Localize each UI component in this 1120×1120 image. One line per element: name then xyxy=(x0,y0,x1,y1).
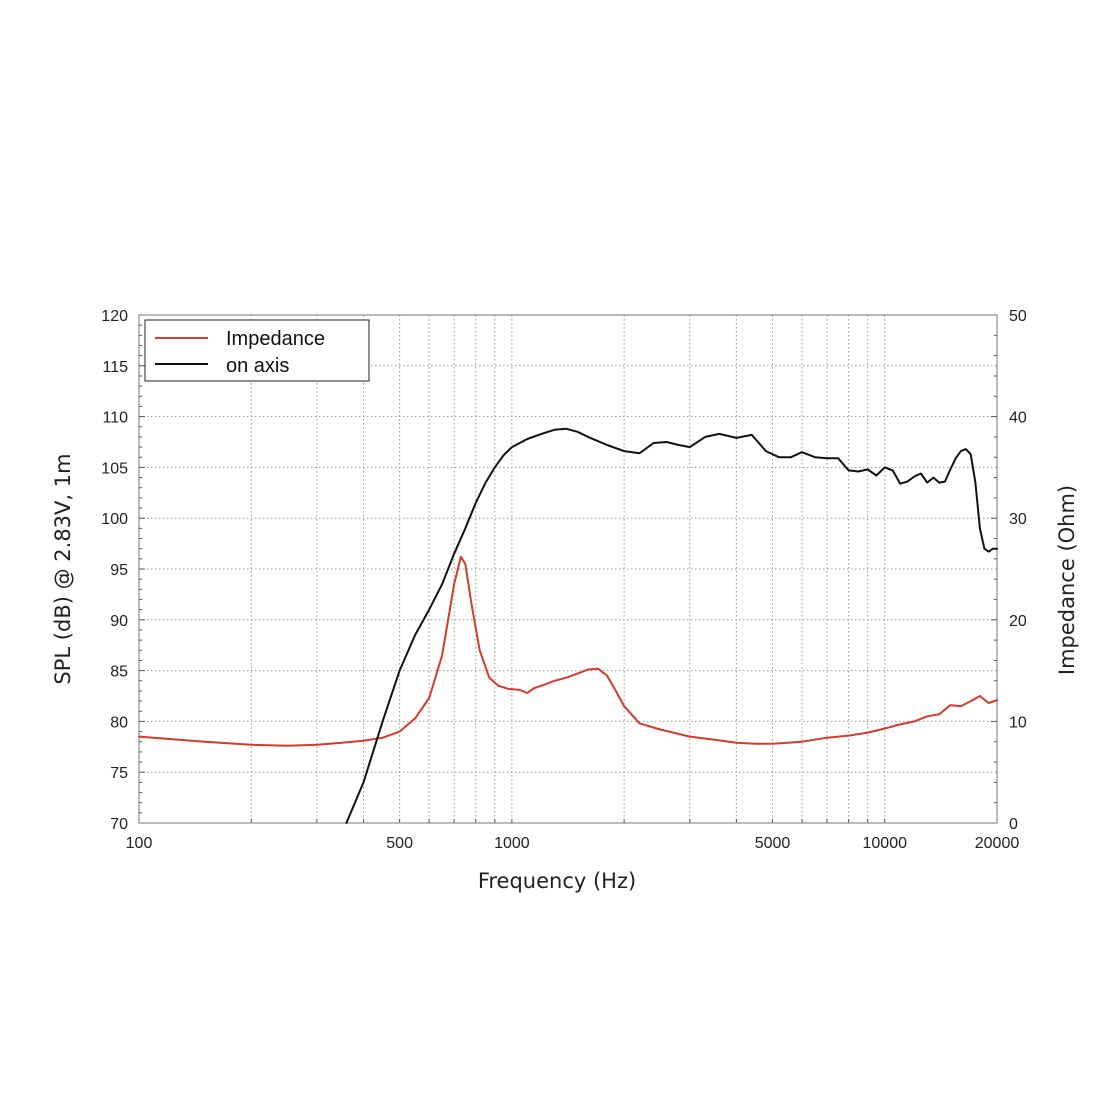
x-tick-label: 500 xyxy=(386,835,413,852)
right-y-tick-label: 30 xyxy=(1009,511,1027,528)
left-y-tick-label: 120 xyxy=(101,308,128,325)
tick-labels: 100 500 1000 5000 10000 200001201151101051009… xyxy=(101,308,1027,852)
left-y-axis-title: SPL (dB) @ 2.83V, 1m xyxy=(51,453,75,684)
left-y-tick-label: 105 xyxy=(101,460,128,477)
right-y-tick-label: 50 xyxy=(1009,308,1027,325)
left-y-tick-label: 95 xyxy=(110,562,128,579)
right-y-tick-label: 40 xyxy=(1009,410,1027,427)
series-line-on-axis xyxy=(345,427,998,824)
left-y-tick-label: 75 xyxy=(110,765,128,782)
right-y-tick-label: 10 xyxy=(1009,714,1027,731)
legend-label-on-axis: on axis xyxy=(226,355,289,377)
legend-label-impedance: Impedance xyxy=(226,328,325,350)
series-layer xyxy=(138,427,998,824)
left-y-tick-label: 110 xyxy=(102,410,128,427)
left-y-tick-label: 85 xyxy=(110,664,128,681)
left-y-tick-label: 100 xyxy=(101,511,128,528)
series-line-impedance xyxy=(138,555,998,747)
x-tick-label: 10000 xyxy=(863,835,908,852)
left-y-tick-label: 90 xyxy=(110,613,128,630)
x-axis-title: Frequency (Hz) xyxy=(478,869,636,893)
left-y-tick-label: 80 xyxy=(110,714,128,731)
plot-frame xyxy=(138,314,998,824)
x-tick-label: 100 xyxy=(126,835,153,852)
right-y-tick-label: 20 xyxy=(1009,613,1027,630)
x-tick-label: 1000 xyxy=(494,835,530,852)
grid-lines xyxy=(139,315,997,823)
right-y-axis-title: Impedance (Ohm) xyxy=(1055,485,1079,675)
legend-box xyxy=(144,319,370,382)
x-tick-label: 20000 xyxy=(975,835,1020,852)
left-y-tick-label: 115 xyxy=(102,359,128,376)
x-tick-label: 5000 xyxy=(755,835,791,852)
right-y-tick-label: 0 xyxy=(1009,816,1018,833)
legend: Impedance on axis xyxy=(144,319,370,382)
left-y-tick-label: 70 xyxy=(110,816,128,833)
